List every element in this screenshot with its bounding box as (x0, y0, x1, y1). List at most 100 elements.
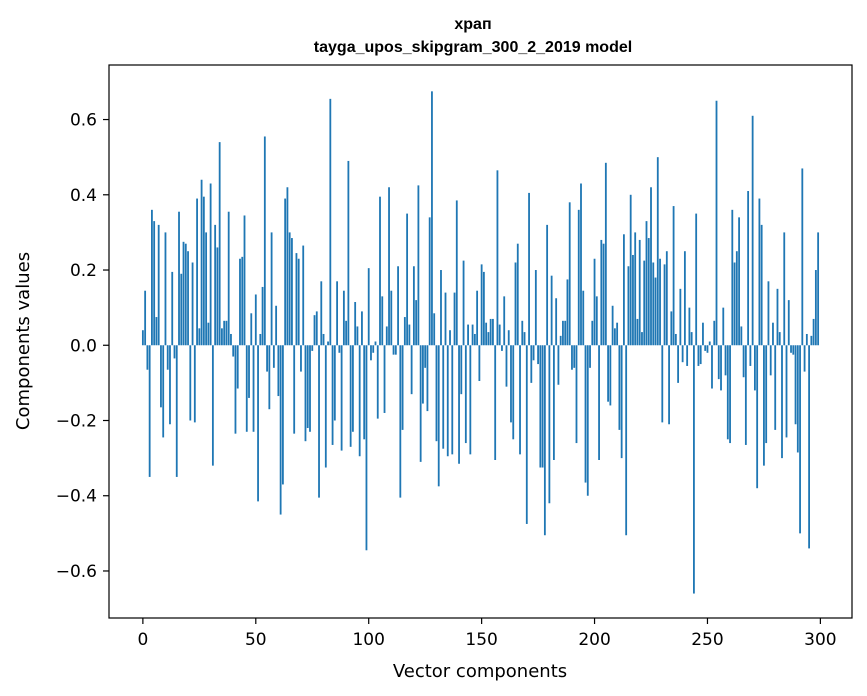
bar-component-34 (218, 142, 221, 346)
bar-component-124 (422, 345, 424, 404)
bar-component-17 (180, 273, 183, 346)
bar-component-231 (663, 264, 666, 346)
bar-component-217 (632, 254, 634, 346)
y-tick-label: −0.4 (56, 487, 97, 507)
bar-component-103 (374, 341, 377, 346)
bar-component-153 (487, 332, 490, 346)
bar-component-165 (514, 262, 517, 346)
bar-component-1 (144, 290, 147, 346)
bar-component-131 (437, 345, 440, 487)
bar-component-267 (744, 345, 747, 445)
chart-title: храп (454, 16, 491, 33)
bar-component-5 (153, 221, 156, 346)
bar-component-83 (329, 98, 332, 346)
bar-component-193 (577, 209, 580, 346)
bar-component-293 (803, 345, 806, 372)
bar-component-33 (216, 247, 219, 346)
bar-component-147 (473, 333, 476, 346)
x-tick-label: 50 (245, 630, 267, 650)
bar-component-254 (715, 100, 718, 346)
x-tick-label: 0 (137, 630, 148, 650)
bar-component-252 (711, 345, 713, 389)
bar-component-234 (670, 311, 673, 346)
bar-component-9 (162, 345, 165, 438)
bar-component-162 (507, 330, 510, 346)
bar-component-109 (388, 187, 390, 346)
bar-component-146 (471, 324, 474, 346)
x-axis-label: Vector components (393, 661, 567, 682)
bar-component-89 (342, 290, 345, 346)
bar-component-170 (525, 345, 528, 524)
bar-component-139 (455, 200, 458, 346)
bar-component-192 (575, 345, 578, 444)
bar-component-72 (304, 345, 307, 442)
bar-component-8 (160, 345, 162, 408)
bar-component-172 (530, 345, 533, 383)
bar-component-256 (720, 345, 722, 391)
bar-component-283 (781, 345, 783, 459)
y-tick-label: 0.2 (70, 261, 97, 281)
bar-component-73 (306, 345, 309, 429)
bar-component-25 (198, 328, 201, 346)
bar-component-134 (444, 292, 447, 346)
bar-component-169 (523, 332, 526, 346)
bar-component-219 (636, 318, 639, 346)
bar-component-177 (541, 345, 544, 468)
bar-component-52 (259, 333, 262, 346)
bar-component-185 (559, 335, 562, 346)
bar-component-141 (460, 345, 463, 395)
bar-component-182 (552, 345, 555, 460)
bar-component-55 (266, 345, 268, 372)
bar-component-56 (268, 345, 271, 410)
bar-component-191 (573, 345, 576, 368)
bar-component-299 (817, 232, 820, 346)
bar-component-168 (521, 320, 524, 346)
y-tick-label: 0.6 (70, 111, 97, 131)
bar-component-38 (227, 211, 230, 346)
bar-component-205 (604, 162, 607, 346)
bars-group (141, 91, 820, 594)
bar-component-28 (205, 232, 208, 346)
bar-component-32 (214, 224, 217, 346)
bar-component-137 (451, 345, 454, 455)
bar-component-22 (191, 262, 194, 346)
bar-component-77 (315, 311, 318, 346)
bar-component-253 (713, 320, 716, 346)
bar-component-111 (392, 345, 395, 355)
bar-component-42 (236, 345, 239, 389)
bar-component-81 (324, 345, 327, 468)
bar-component-93 (352, 345, 354, 432)
bar-component-164 (512, 345, 515, 440)
bar-component-154 (489, 318, 492, 346)
bar-component-275 (763, 345, 765, 466)
bar-component-272 (756, 345, 759, 489)
bar-component-249 (704, 345, 707, 351)
bar-component-232 (665, 251, 668, 346)
bar-component-200 (593, 258, 596, 346)
bar-component-225 (650, 187, 652, 346)
bar-component-179 (546, 224, 549, 346)
bar-component-211 (618, 345, 621, 430)
bar-component-0 (141, 330, 144, 346)
bar-component-119 (410, 345, 413, 395)
bar-component-273 (758, 198, 761, 346)
bar-component-87 (338, 345, 341, 353)
bar-component-174 (534, 270, 537, 346)
y-tick-label: −0.2 (56, 412, 97, 432)
bar-component-159 (501, 345, 503, 351)
bar-component-128 (431, 91, 433, 346)
bar-component-243 (690, 332, 693, 346)
x-axis-ticks: 0 50 100 150 200 250 300 (137, 618, 837, 650)
y-tick-label: 0.0 (70, 336, 97, 356)
bar-component-27 (202, 196, 205, 346)
bar-component-279 (772, 322, 774, 346)
y-tick-label: 0.4 (70, 186, 97, 206)
bar-component-167 (519, 345, 521, 455)
bar-component-156 (494, 345, 497, 460)
bar-component-133 (442, 345, 445, 449)
bar-component-233 (668, 345, 670, 425)
bar-component-31 (211, 345, 214, 466)
bar-component-166 (516, 243, 519, 346)
bar-component-215 (627, 266, 630, 346)
bar-component-86 (336, 281, 338, 346)
